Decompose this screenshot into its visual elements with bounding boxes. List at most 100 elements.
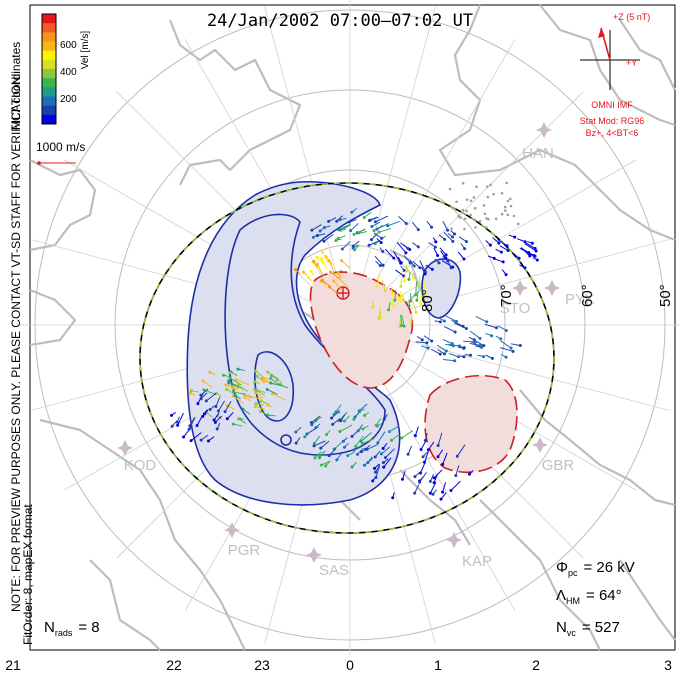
velocity-vector-origin (399, 285, 402, 288)
velocity-vector-origin (334, 239, 337, 242)
velocity-vector-origin (225, 388, 228, 391)
colorbar-swatch (42, 69, 56, 79)
velocity-vector-origin (400, 436, 403, 439)
velocity-vector-origin (196, 402, 199, 405)
velocity-vector-origin (214, 421, 217, 424)
velocity-vector-origin (360, 450, 363, 453)
velocity-vector-origin (374, 455, 377, 458)
velocity-vector-origin (190, 389, 193, 392)
velocity-vector-origin (203, 412, 206, 415)
velocity-vector-origin (323, 240, 326, 243)
fov-dot (470, 199, 473, 202)
mlt-tick-21: 21 (5, 657, 21, 673)
velocity-vector-origin (200, 439, 203, 442)
colorbar-swatch (42, 78, 56, 88)
velocity-vector-origin (374, 220, 377, 223)
fov-dot (509, 198, 512, 201)
velocity-vector-origin (446, 229, 449, 232)
velocity-vector-origin (463, 247, 466, 250)
velocity-vector-origin (294, 268, 297, 271)
velocity-vector-origin (375, 424, 378, 427)
velocity-vector-origin (518, 257, 521, 260)
colorbar-axis-label: Vel [m/s] (80, 31, 91, 70)
velocity-vector-origin (171, 425, 174, 428)
velocity-vector-origin (310, 229, 313, 232)
mlt-tick-2: 2 (532, 657, 540, 673)
velocity-vector-origin (392, 257, 395, 260)
velocity-vector-origin (319, 447, 322, 450)
velocity-vector-origin (403, 279, 406, 282)
velocity-vector-origin (506, 244, 509, 247)
velocity-vector-origin (391, 292, 394, 295)
velocity-vector-origin (505, 273, 508, 276)
velocity-vector-origin (343, 446, 346, 449)
velocity-vector-origin (310, 270, 313, 273)
velocity-vector-origin (420, 448, 423, 451)
velocity-vector-origin (253, 380, 256, 383)
velocity-vector-origin (241, 408, 244, 411)
fov-dot (455, 200, 458, 203)
velocity-vector-origin (431, 268, 434, 271)
fov-dot (459, 216, 462, 219)
velocity-vector-origin (402, 298, 405, 301)
velocity-vector-origin (468, 473, 471, 476)
velocity-vector-origin (371, 479, 374, 482)
velocity-vector-origin (232, 391, 235, 394)
velocity-vector-origin (430, 226, 433, 229)
velocity-vector-origin (313, 456, 316, 459)
velocity-vector-origin (312, 236, 315, 239)
velocity-vector-origin (302, 271, 305, 274)
velocity-vector-origin (397, 296, 400, 299)
velocity-vector-origin (382, 447, 385, 450)
velocity-vector-origin (382, 264, 385, 267)
velocity-vector-origin (216, 428, 219, 431)
velocity-vector-origin (414, 434, 417, 437)
velocity-vector-origin (314, 426, 317, 429)
velocity-vector-origin (337, 237, 340, 240)
velocity-vector-origin (176, 424, 179, 427)
colorbar-swatch (42, 87, 56, 97)
velocity-vector-origin (485, 320, 488, 323)
fov-dot (504, 209, 507, 212)
velocity-vector-origin (373, 467, 376, 470)
velocity-vector-origin (228, 371, 231, 374)
velocity-vector-origin (399, 262, 402, 265)
velocity-vector-origin (332, 279, 335, 282)
velocity-vector-origin (351, 435, 354, 438)
velocity-vector-origin (338, 430, 341, 433)
fov-dot (475, 185, 478, 188)
velocity-vector-origin (382, 466, 385, 469)
velocity-vector-origin (374, 471, 377, 474)
velocity-vector-origin (254, 405, 257, 408)
colorbar-swatch (42, 32, 56, 42)
velocity-vector-origin (224, 410, 227, 413)
velocity-vector-origin (247, 395, 250, 398)
velocity-vector-origin (261, 376, 264, 379)
velocity-vector-origin (199, 394, 202, 397)
lat-label-70: 70° (498, 284, 515, 307)
velocity-vector-origin (254, 369, 257, 372)
fov-dot (484, 212, 487, 215)
velocity-vector-origin (380, 237, 383, 240)
velocity-vector-origin (266, 388, 269, 391)
velocity-vector-origin (378, 231, 381, 234)
velocity-vector-origin (239, 418, 242, 421)
velocity-vector-origin (417, 228, 420, 231)
fov-dot (474, 226, 477, 229)
velocity-vector-origin (379, 316, 382, 319)
velocity-vector-origin (335, 220, 338, 223)
fov-dot (492, 193, 495, 196)
velocity-vector-origin (370, 225, 373, 228)
imf-y-label: +Y (626, 58, 637, 68)
velocity-vector-origin (323, 226, 326, 229)
velocity-vector-origin (207, 439, 210, 442)
velocity-vector-origin (424, 271, 427, 274)
velocity-vector-origin (224, 384, 227, 387)
fov-dot (474, 219, 477, 222)
imf-source: OMNI IMF (591, 100, 633, 110)
velocity-vector-origin (510, 347, 513, 350)
velocity-vector-origin (182, 436, 185, 439)
velocity-vector-origin (349, 229, 352, 232)
velocity-vector-origin (456, 455, 459, 458)
